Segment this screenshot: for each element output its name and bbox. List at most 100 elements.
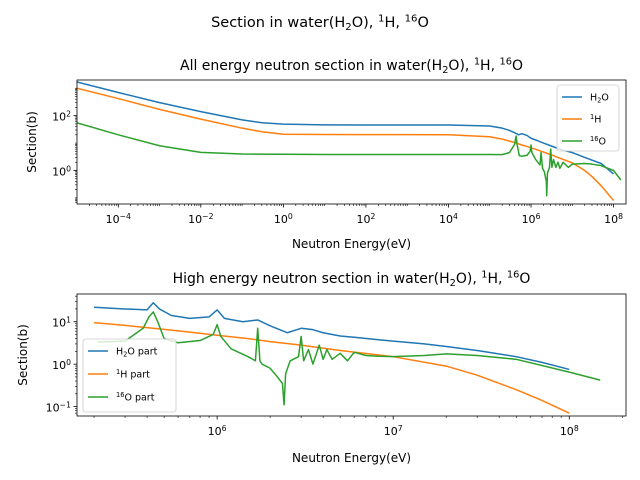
chart2-legend-label-2: 16O part [116, 391, 155, 404]
chart1-legend-label-2-part: O [598, 137, 605, 148]
chart2-x-tick-label-part: 8 [574, 424, 579, 433]
chart1-title: All energy neutron section in water(H2O)… [180, 57, 523, 76]
chart2-legend-label-0-part: H [116, 347, 123, 358]
chart2-title-part: 2 [450, 278, 456, 289]
chart1-y-tick-label-part: 0 [66, 164, 71, 173]
chart2-series-2-line [97, 311, 601, 406]
chart1-title-part: 2 [442, 65, 448, 76]
chart2-y-axis-label: Section(b) [16, 324, 30, 386]
chart1-y-tick-label-part: 10 [52, 111, 66, 124]
figure-title: Section in water(H2O), 1H, 16O [211, 13, 429, 33]
chart1-title-part: H, [480, 58, 499, 74]
chart2-title-part: O), [456, 271, 481, 287]
chart1-x-axis-label: Neutron Energy(eV) [292, 237, 411, 251]
chart2-y-tick-label-part: 10 [46, 402, 60, 415]
chart1-x-tick-label-part: 10 [274, 213, 288, 226]
chart2-y-tick-label-part: 0 [66, 358, 71, 367]
chart2-series-1-line [93, 321, 570, 414]
chart1-x-tick-label: 10−2 [188, 212, 213, 226]
figure-title-part: 2 [345, 22, 351, 33]
figure-title-part: 1 [378, 13, 384, 24]
chart1-legend-label-2-part: 16 [590, 135, 598, 143]
chart2-x-tick-label-part: 6 [222, 424, 227, 433]
chart1-x-tick-label-part: 4 [453, 212, 458, 221]
chart1-legend-label-0-part: 2 [597, 97, 601, 105]
figure-title-part: Section in water(H [211, 15, 345, 31]
chart1-series-0-line [77, 81, 615, 175]
chart1-title-part: 1 [474, 57, 480, 68]
chart1-axes-frame [76, 79, 627, 205]
chart1-x-tick-label-part: 10 [439, 213, 453, 226]
figure-title-part: O), [352, 15, 378, 31]
chart1-x-tick-label-part: 2 [370, 212, 375, 221]
chart1-legend-label-1-part: 1 [590, 113, 594, 121]
chart1-x-tick-label: 10−4 [106, 212, 131, 226]
chart1-x-tick-label: 106 [522, 212, 541, 226]
figure-title-part: H, [384, 15, 404, 31]
chart2-y-tick-label: 10−1 [46, 400, 71, 414]
chart2-y-tick-label: 100 [52, 358, 71, 372]
chart1-x-tick-label-part: −4 [120, 212, 131, 221]
chart1-x-tick-label: 104 [439, 212, 458, 226]
chart1-legend-label-0-part: H [590, 93, 597, 104]
chart1-title-part: O [512, 58, 523, 74]
chart1-x-tick-label: 102 [356, 212, 375, 226]
chart1-x-tick-label-part: 10 [356, 213, 370, 226]
chart1-legend-label-1-part: H [594, 115, 601, 126]
chart2-x-tick-label-part: 10 [560, 425, 574, 438]
chart1-x-tick-label: 100 [274, 212, 293, 226]
chart1-y-tick-label-part: 10 [52, 166, 66, 179]
chart2-axes-frame [76, 293, 627, 417]
chart1-y-axis-label: Section(b) [25, 111, 39, 173]
chart1-y-tick-label: 100 [52, 164, 71, 178]
chart2-x-tick-label-part: 10 [208, 425, 222, 438]
chart1-x-tick-label-part: 0 [288, 212, 293, 221]
chart1-x-tick-label-part: 8 [618, 212, 623, 221]
chart1-series-1-line [77, 87, 615, 202]
chart2-title-part: H, [487, 271, 506, 287]
chart2-title-part: O [519, 271, 530, 287]
chart1-plot-area [77, 81, 622, 202]
chart1-y-tick-label: 102 [52, 109, 71, 123]
chart2-title-part: High energy neutron section in water(H [173, 271, 450, 287]
chart2-x-tick-label-part: 7 [398, 424, 403, 433]
chart1-series-2-line [77, 122, 622, 197]
chart1-legend-label-2: 16O [590, 135, 606, 148]
chart2-legend-box [82, 338, 177, 413]
chart1-legend-box [556, 84, 620, 152]
figure-title-part: O [417, 15, 428, 31]
chart2-x-axis-label: Neutron Energy(eV) [292, 451, 411, 465]
chart2-x-tick-label: 107 [384, 424, 403, 438]
chart2-x-tick-label-part: 10 [384, 425, 398, 438]
chart1-x-tick-label-part: −2 [202, 212, 213, 221]
chart1-legend-label-0-part: O [601, 93, 608, 104]
chart1-x-tick-label-part: 6 [536, 212, 541, 221]
chart1-x-tick-label-part: 10 [106, 213, 120, 226]
chart2-legend-label-2-part: 16 [116, 391, 124, 399]
chart1-title-part: O), [448, 58, 473, 74]
chart2-series-0-line [94, 301, 570, 371]
chart2-y-tick-label-part: 10 [52, 317, 66, 330]
chart1-legend-label-0: H2O [590, 93, 609, 105]
chart1-x-tick-label-part: 10 [604, 213, 618, 226]
chart2-plot-area [93, 301, 601, 414]
chart2-legend-label-0-part: O part [127, 347, 157, 358]
chart1-title-part: All energy neutron section in water(H [180, 58, 442, 74]
chart1-x-tick-label: 108 [604, 212, 623, 226]
chart2-legend-label-1: 1H part [116, 368, 150, 381]
chart2-legend-label-0-part: 2 [123, 351, 127, 359]
chart1-y-tick-label-part: 2 [66, 109, 71, 118]
chart1-x-tick-label-part: 10 [522, 213, 536, 226]
chart1-legend-label-1: 1H [590, 113, 601, 126]
figure-title-part: 16 [405, 13, 418, 24]
chart2-y-tick-label-part: −1 [60, 400, 71, 409]
chart2-legend-label-2-part: O part [124, 393, 154, 404]
chart2-x-tick-label: 106 [208, 424, 227, 438]
chart2-title: High energy neutron section in water(H2O… [173, 270, 531, 289]
chart1-x-tick-label-part: 10 [188, 213, 202, 226]
chart2-legend-label-1-part: H part [120, 370, 150, 381]
chart2-title-part: 16 [507, 270, 519, 281]
chart2-title-part: 1 [481, 270, 487, 281]
